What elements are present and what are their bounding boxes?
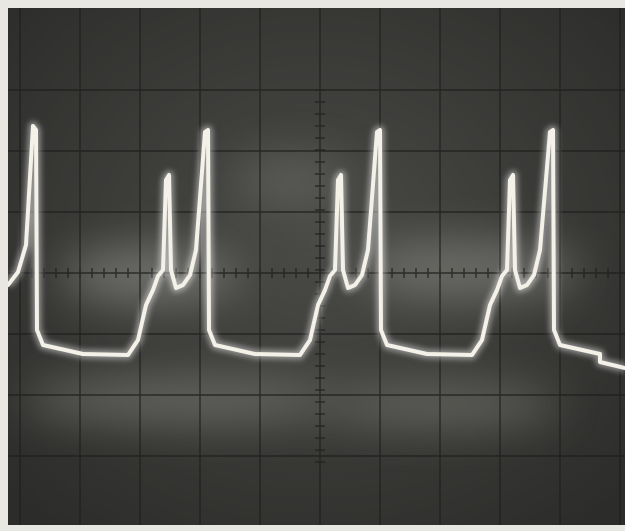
oscilloscope-photo [0, 0, 625, 531]
screen [8, 8, 625, 525]
page: (() => { JSON.parse(document.getElementB… [0, 0, 625, 531]
